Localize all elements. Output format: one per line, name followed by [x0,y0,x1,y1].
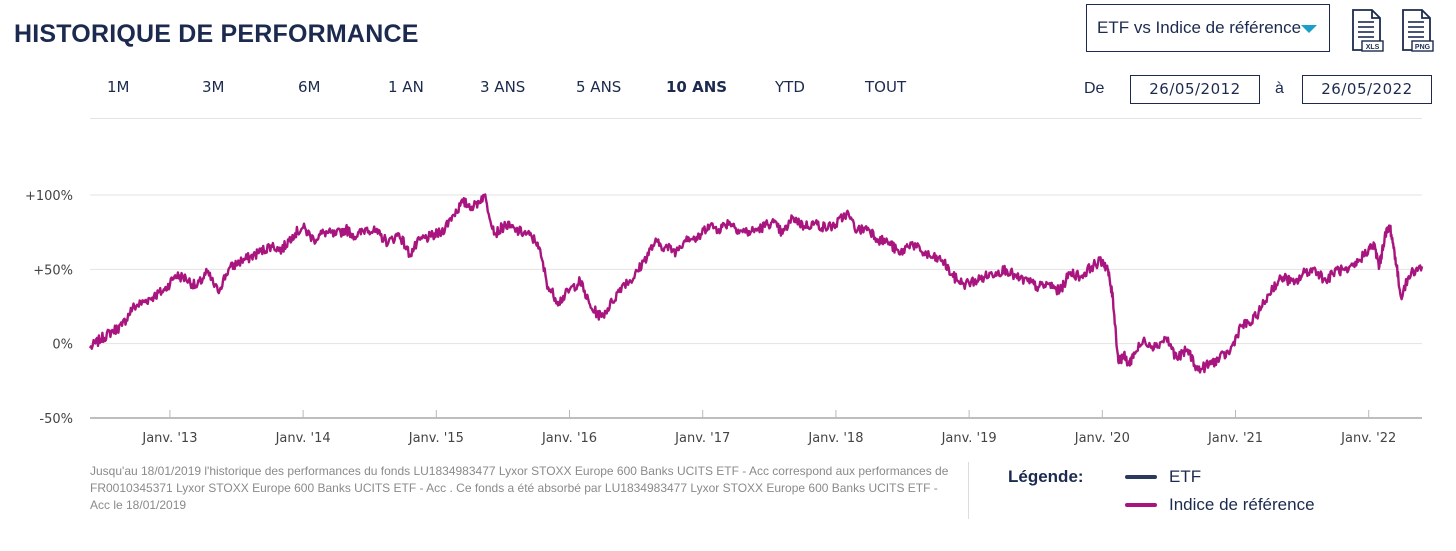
page-title: HISTORIQUE DE PERFORMANCE [14,20,419,48]
x-tick-label: Janv. '18 [807,431,863,446]
chevron-down-icon [1301,25,1317,33]
x-tick-label: Janv. '17 [674,431,730,446]
y-tick-label: 0% [52,338,73,353]
x-tick-label: Janv. '16 [541,431,597,446]
series-line-index [88,193,1424,374]
comparison-select-value: ETF vs Indice de référence [1097,18,1302,37]
legend-label-index: Indice de référence [1169,495,1315,514]
tab-period-1an[interactable]: 1 AN [388,78,424,96]
x-tick-label: Janv. '15 [408,431,464,446]
legend-swatch-etf [1125,475,1157,479]
x-tick-label: Janv. '20 [1074,431,1130,446]
date-to-label: à [1275,80,1284,97]
y-tick-label: +50% [33,263,73,278]
comparison-select[interactable]: ETF vs Indice de référence [1086,4,1330,52]
y-tick-label: -50% [39,412,73,427]
png-label: PNG [1415,44,1431,51]
date-from-input[interactable]: 26/05/2012 [1130,75,1260,104]
performance-chart: +100% +50% 0% -50% Janv. '13 Janv. '14 Janv. … [25,189,1424,446]
tab-period-6m[interactable]: 6M [298,78,321,96]
x-tick-label: Janv. '19 [941,431,997,446]
tab-period-ytd[interactable]: YTD [775,78,805,96]
x-tick-label: Janv. '14 [275,431,331,446]
date-from-label: De [1084,80,1105,97]
legend-item-etf[interactable]: ETF [1125,467,1201,487]
x-tick-label: Janv. '21 [1207,431,1263,446]
x-tick-label: Janv. '22 [1340,431,1396,446]
legend-label-etf: ETF [1169,467,1202,486]
tab-period-10ans[interactable]: 10 ANS [666,78,728,96]
tab-period-5ans[interactable]: 5 ANS [576,78,622,96]
y-tick-label: +100% [25,189,73,204]
chart-top-border [90,118,1422,119]
tab-period-1m[interactable]: 1M [107,78,130,96]
download-png-button[interactable]: PNG [1400,8,1434,52]
divider [968,462,969,519]
footnote: Jusqu'au 18/01/2019 l'historique des per… [90,464,949,512]
date-to-input[interactable]: 26/05/2022 [1302,75,1432,104]
download-xls-button[interactable]: XLS [1350,8,1384,52]
x-tick-label: Janv. '13 [141,431,197,446]
tab-period-3m[interactable]: 3M [202,78,225,96]
legend-title: Légende: [1008,467,1084,486]
legend-item-index[interactable]: Indice de référence [1125,495,1315,515]
tab-period-3ans[interactable]: 3 ANS [480,78,526,96]
xls-label: XLS [1366,44,1380,51]
legend-swatch-index [1125,503,1157,507]
tab-period-tout[interactable]: TOUT [865,78,907,96]
